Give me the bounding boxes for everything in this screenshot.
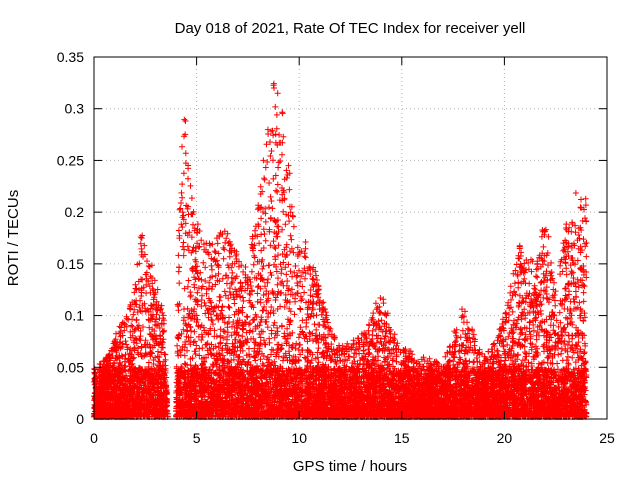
x-tick-label: 10 — [291, 430, 307, 446]
y-tick-label: 0.3 — [65, 101, 85, 117]
x-tick-label: 15 — [394, 430, 410, 446]
y-axis-ticks: 0 0.05 0.1 0.15 0.2 0.25 0.3 0.35 — [57, 49, 84, 427]
y-tick-label: 0.35 — [57, 49, 84, 65]
x-tick-label: 5 — [193, 430, 201, 446]
x-axis-ticks: 0 5 10 15 20 25 — [90, 430, 615, 446]
y-tick-label: 0 — [76, 411, 84, 427]
x-tick-label: 20 — [497, 430, 513, 446]
plot-frame — [93, 56, 608, 420]
y-tick-label: 0.15 — [57, 256, 84, 272]
x-tick-label: 25 — [599, 430, 615, 446]
y-tick-label: 0.1 — [65, 308, 85, 324]
x-axis-label: GPS time / hours — [293, 458, 407, 475]
y-tick-label: 0.2 — [65, 204, 85, 220]
grid — [94, 57, 607, 419]
y-axis-label: ROTI / TECUs — [5, 190, 22, 286]
series-roti-points — [91, 80, 590, 420]
y-tick-label: 0.05 — [57, 359, 84, 375]
plot-border — [93, 56, 608, 420]
data-points — [91, 80, 590, 420]
chart-title: Day 018 of 2021, Rate Of TEC Index for r… — [175, 20, 526, 37]
x-tick-label: 0 — [90, 430, 98, 446]
y-tick-label: 0.25 — [57, 152, 84, 168]
